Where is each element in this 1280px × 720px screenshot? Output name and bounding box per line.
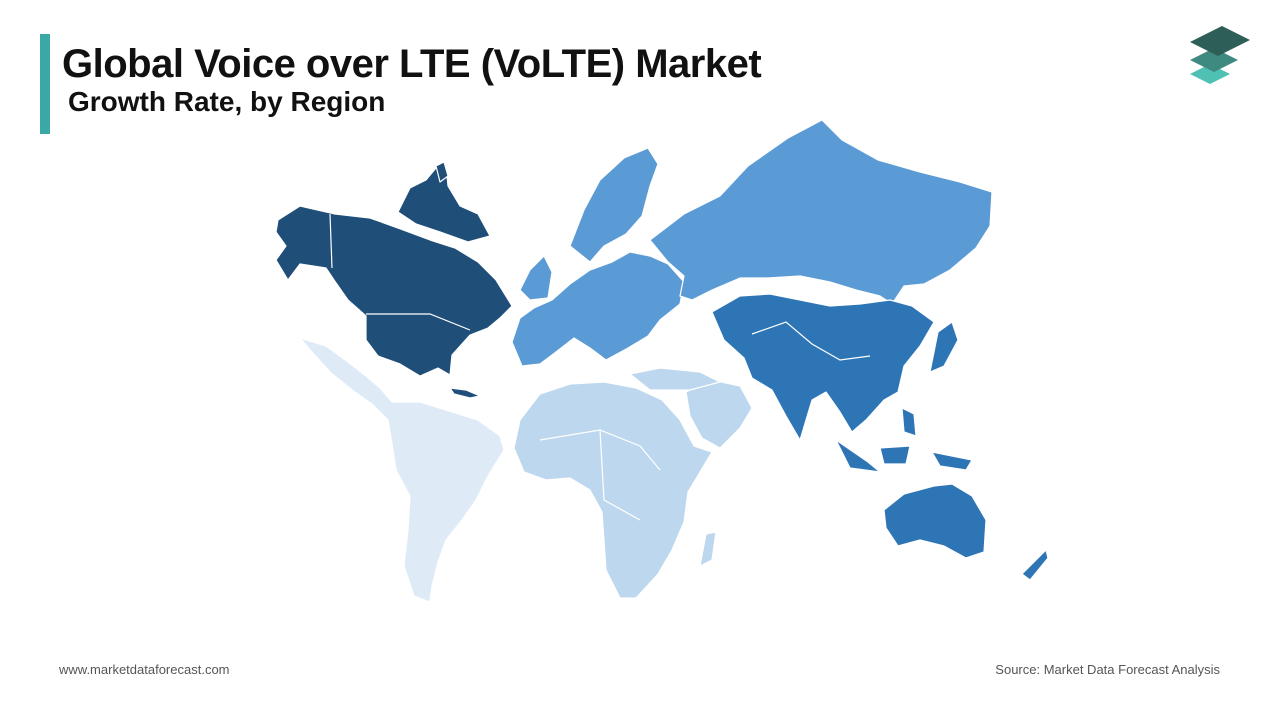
page-title: Global Voice over LTE (VoLTE) Market bbox=[62, 42, 762, 86]
region-latin-america bbox=[299, 337, 505, 603]
russia-landmass bbox=[649, 119, 993, 305]
scandinavia bbox=[569, 147, 659, 263]
arabian-peninsula bbox=[685, 379, 753, 449]
asia-internal-border bbox=[751, 321, 871, 361]
latin-america-landmass bbox=[299, 337, 505, 603]
alaska-border bbox=[329, 213, 333, 269]
new-zealand bbox=[1021, 549, 1049, 581]
greenland-fragment bbox=[435, 161, 449, 183]
madagascar bbox=[699, 531, 717, 567]
british-isles bbox=[519, 255, 553, 301]
asia-landmass bbox=[711, 293, 935, 441]
caribbean-islands bbox=[449, 387, 481, 399]
footer-website: www.marketdataforecast.com bbox=[59, 662, 230, 677]
africa-landmass bbox=[513, 381, 713, 599]
australia bbox=[883, 483, 987, 559]
region-north-america bbox=[275, 161, 513, 399]
region-middle-east-africa bbox=[513, 367, 753, 599]
middle-east-north bbox=[629, 367, 721, 391]
us-canada-border bbox=[366, 313, 471, 331]
footer-source: Source: Market Data Forecast Analysis bbox=[995, 662, 1220, 677]
north-america-landmass bbox=[275, 205, 513, 377]
region-russia bbox=[649, 119, 993, 305]
indonesia-islands bbox=[835, 439, 973, 473]
world-map bbox=[275, 119, 1049, 603]
region-europe bbox=[511, 147, 685, 367]
logo-layer-top bbox=[1190, 26, 1250, 56]
logo-layer-middle bbox=[1190, 48, 1238, 72]
region-asia-pacific bbox=[711, 293, 1049, 581]
africa-internal-border bbox=[539, 429, 661, 521]
page-subtitle: Growth Rate, by Region bbox=[68, 86, 386, 117]
title-accent-bar bbox=[40, 34, 50, 134]
canadian-arctic-islands bbox=[397, 165, 491, 243]
japan bbox=[929, 321, 959, 373]
layered-stack-icon bbox=[1190, 26, 1250, 84]
philippines bbox=[901, 407, 917, 437]
